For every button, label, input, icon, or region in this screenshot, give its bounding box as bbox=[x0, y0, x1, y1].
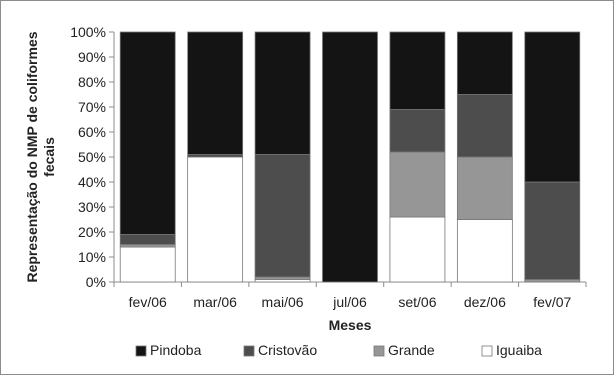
y-tick-label: 50% bbox=[78, 149, 106, 165]
y-tick-label: 0% bbox=[86, 274, 106, 290]
y-tick-label: 20% bbox=[78, 224, 106, 240]
y-tick-label: 70% bbox=[78, 99, 106, 115]
legend-label: Pindoba bbox=[150, 342, 202, 358]
bar-segment-iguaiba bbox=[187, 156, 244, 283]
y-axis-title-line-1: Representação do NMP de coliformes bbox=[24, 31, 40, 282]
y-tick-label: 90% bbox=[78, 49, 106, 65]
y-axis-title: Representação do NMP de coliformes fecai… bbox=[24, 31, 57, 282]
y-tick-label: 100% bbox=[70, 24, 106, 40]
bar-segment-cristovao bbox=[524, 181, 581, 280]
bar-segment-pindoba bbox=[254, 31, 311, 155]
bars bbox=[119, 31, 581, 283]
y-axis-title-line-2: fecais bbox=[41, 137, 57, 177]
y-axis-ticks: 0% 10% 20% 30% 40% 50% 60% 70% 80% 90% 100% bbox=[70, 24, 114, 290]
bar-segment-grande bbox=[456, 156, 513, 220]
bar-segment-pindoba bbox=[322, 31, 378, 283]
legend-swatch bbox=[243, 345, 255, 357]
legend: Pindoba Cristovão Grande Iguaiba bbox=[135, 342, 542, 358]
bar-segment-grande bbox=[389, 151, 446, 218]
legend-swatch bbox=[481, 345, 493, 357]
x-tick-label: mai/06 bbox=[262, 294, 304, 310]
x-axis-ticks: fev/06 mar/06 mai/06 jul/06 set/06 dez/06 fev/… bbox=[113, 282, 587, 310]
y-tick-label: 30% bbox=[78, 199, 106, 215]
bar-segment-cristovao bbox=[389, 109, 446, 153]
legend-label: Cristovão bbox=[258, 342, 317, 358]
y-tick-label: 40% bbox=[78, 174, 106, 190]
bar-segment-pindoba bbox=[524, 31, 581, 183]
bar-segment-pindoba bbox=[456, 31, 513, 95]
y-tick-label: 60% bbox=[78, 124, 106, 140]
legend-swatch bbox=[135, 345, 147, 357]
x-tick-label: mar/06 bbox=[193, 294, 237, 310]
bar-segment-iguaiba bbox=[389, 216, 446, 283]
bar-segment-pindoba bbox=[119, 31, 176, 235]
bar-segment-cristovao bbox=[456, 94, 513, 158]
x-axis-title: Meses bbox=[329, 317, 372, 333]
bar-segment-iguaiba bbox=[119, 246, 176, 283]
bar-segment-pindoba bbox=[187, 31, 244, 155]
legend-swatch bbox=[373, 345, 385, 357]
bar-segment-cristovao bbox=[254, 154, 311, 278]
x-tick-label: fev/06 bbox=[129, 294, 167, 310]
y-tick-label: 10% bbox=[78, 249, 106, 265]
x-tick-label: set/06 bbox=[398, 294, 436, 310]
bar-segment-pindoba bbox=[389, 31, 446, 110]
x-tick-label: dez/06 bbox=[464, 294, 506, 310]
legend-label: Iguaiba bbox=[496, 342, 542, 358]
legend-label: Grande bbox=[388, 342, 435, 358]
bar-segment-iguaiba bbox=[456, 219, 513, 283]
y-tick-label: 80% bbox=[78, 74, 106, 90]
bar-segment-cristovao bbox=[119, 234, 176, 245]
x-tick-label: fev/07 bbox=[533, 294, 571, 310]
x-tick-label: jul/06 bbox=[332, 294, 367, 310]
